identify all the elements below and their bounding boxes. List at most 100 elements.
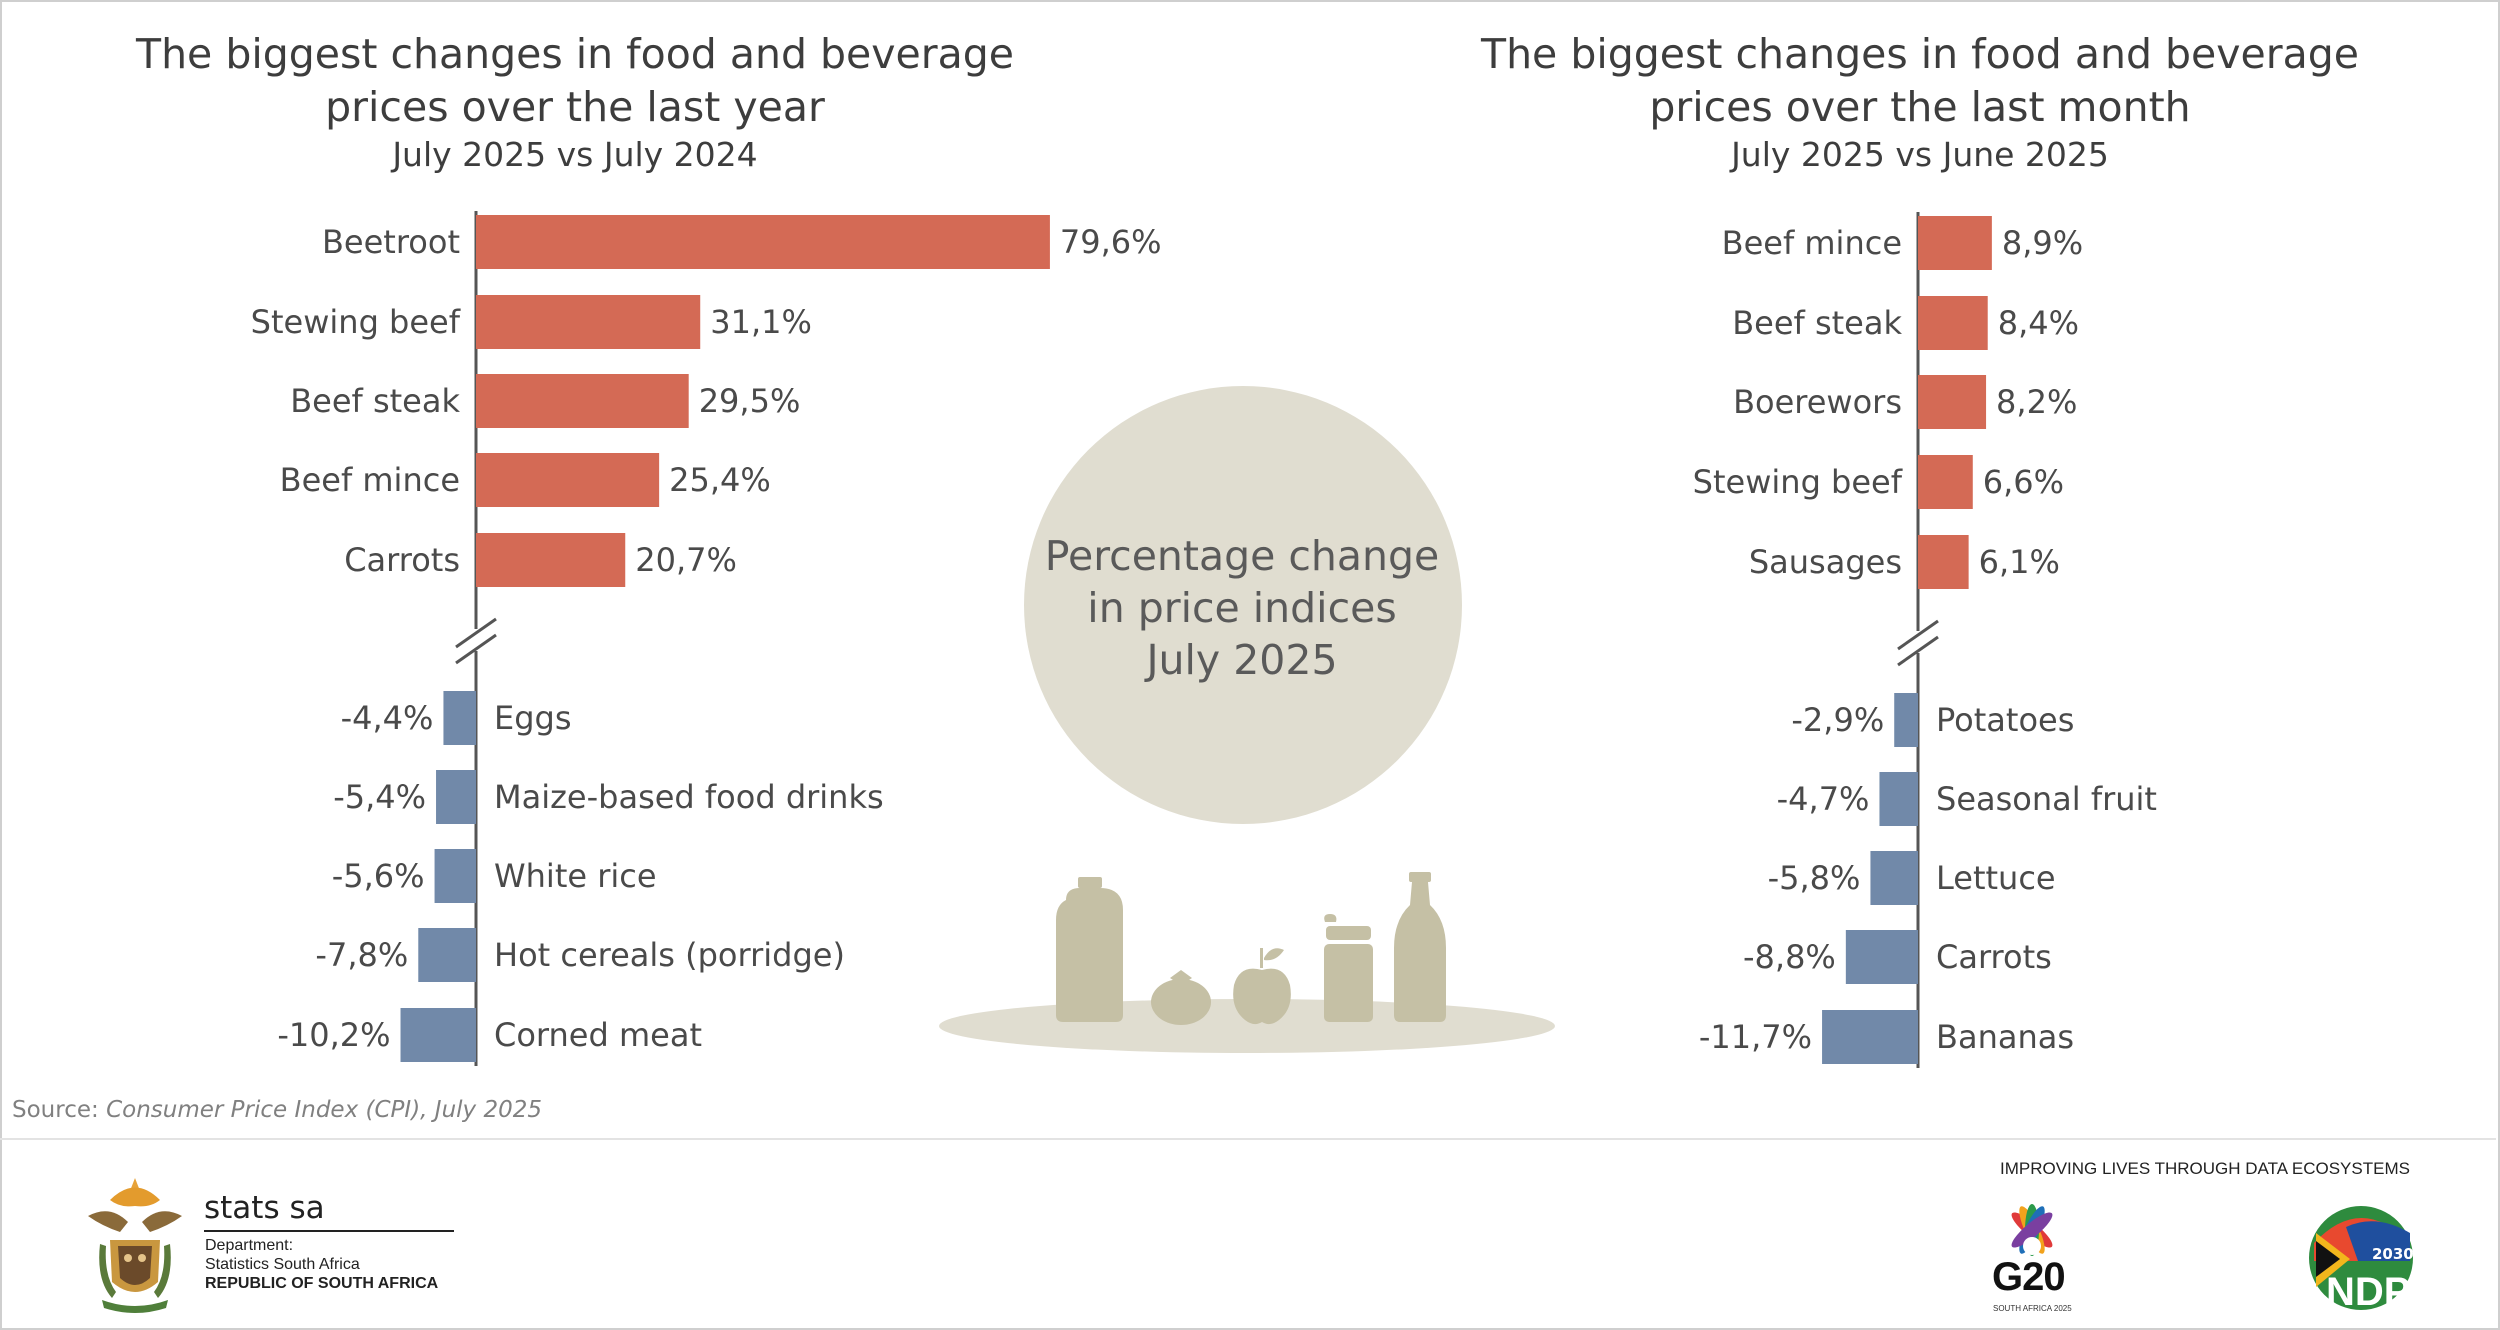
left-chart-value-label: 79,6%: [1060, 223, 1162, 261]
apple-icon: [1233, 948, 1291, 1025]
jar-icon: [1324, 914, 1373, 1022]
right-chart-category-label: Potatoes: [1936, 701, 2074, 739]
right-chart-value-label: -2,9%: [1791, 701, 1884, 739]
g20-logo-subtext: SOUTH AFRICA 2025: [1993, 1304, 2072, 1313]
dept-line2: Statistics South Africa: [205, 1256, 360, 1273]
right-chart-value-label: 6,6%: [1983, 463, 2064, 501]
center-illustration: [939, 386, 1555, 1053]
center-caption-line2: in price indices: [1087, 584, 1397, 632]
right-chart-bar: [1879, 772, 1918, 826]
left-chart-axis-break-mark: [455, 633, 497, 665]
left-chart-value-label: -7,8%: [315, 936, 408, 974]
source-label: Source:: [12, 1097, 107, 1123]
left-chart-category-label: Beetroot: [322, 223, 460, 261]
left-chart-title: The biggest changes in food and beverage…: [80, 28, 1070, 134]
department-block: Department: Statistics South Africa REPU…: [205, 1236, 438, 1293]
left-chart-bar: [400, 1008, 476, 1062]
right-chart-value-label: 8,4%: [1998, 304, 2079, 342]
center-caption-line1: Percentage change: [1044, 532, 1440, 580]
right-chart-bar: [1870, 851, 1918, 905]
dept-line1: Department:: [205, 1237, 294, 1254]
brand-underline: [204, 1230, 454, 1232]
right-chart-axis-break-mark: [1897, 619, 1939, 651]
left-chart-subtitle: July 2025 vs July 2024: [392, 135, 758, 174]
left-chart-value-label: 31,1%: [710, 303, 812, 341]
right-chart-title: The biggest changes in food and beverage…: [1425, 28, 2415, 134]
right-chart-bar: [1918, 216, 1992, 270]
center-circle: [1024, 386, 1462, 824]
left-chart-category-label: White rice: [494, 857, 657, 895]
left-chart-value-label: -10,2%: [277, 1016, 390, 1054]
right-title-line1: The biggest changes in food and beverage: [1481, 30, 2359, 78]
left-chart-bar: [418, 928, 476, 982]
center-caption-line3: July 2025: [1146, 636, 1338, 684]
right-chart-value-label: -8,8%: [1743, 938, 1836, 976]
source-note: Source: Consumer Price Index (CPI), July…: [12, 1097, 542, 1123]
left-title-line1: The biggest changes in food and beverage: [136, 30, 1014, 78]
left-chart-category-label: Carrots: [344, 541, 460, 579]
left-chart-bar: [434, 849, 476, 903]
right-chart-subtitle: July 2025 vs June 2025: [1731, 135, 2109, 174]
left-chart-value-label: 29,5%: [699, 382, 801, 420]
left-chart-category-label: Beef mince: [280, 461, 460, 499]
right-chart-bar: [1918, 296, 1988, 350]
right-chart-bar: [1918, 375, 1987, 429]
left-chart-value-label: -4,4%: [341, 699, 434, 737]
left-chart-bar: [476, 295, 701, 349]
right-chart-axis-break-mark: [1897, 635, 1939, 667]
left-chart-category-label: Corned meat: [494, 1016, 702, 1054]
g20-flower-logo: [2011, 1204, 2053, 1256]
right-title-line2: prices over the last month: [1649, 83, 2191, 131]
dept-line3: REPUBLIC OF SOUTH AFRICA: [205, 1275, 439, 1292]
right-chart-value-label: -11,7%: [1699, 1018, 1812, 1056]
right-chart-category-label: Beef steak: [1732, 304, 1902, 342]
left-chart-bar: [476, 374, 689, 428]
ndp-text: NDP: [2326, 1270, 2410, 1313]
footer-tagline: IMPROVING LIVES THROUGH DATA ECOSYSTEMS: [2000, 1159, 2410, 1178]
coat-of-arms-logo: [88, 1178, 182, 1313]
right-chart-value-label: 8,2%: [1996, 383, 2077, 421]
right-chart-bar: [1845, 930, 1918, 984]
left-chart-category-label: Maize-based food drinks: [494, 778, 884, 816]
stats-sa-brand: stats sa: [204, 1190, 325, 1226]
right-chart-value-label: 8,9%: [2002, 224, 2083, 262]
right-chart-category-label: Lettuce: [1936, 859, 2056, 897]
left-chart-bar: [443, 691, 476, 745]
right-chart-bar: [1918, 455, 1973, 509]
right-chart-category-label: Sausages: [1749, 543, 1902, 581]
source-text: Consumer Price Index (CPI), July 2025: [106, 1097, 542, 1123]
right-chart-category-label: Stewing beef: [1693, 463, 1903, 501]
right-chart-value-label: -4,7%: [1777, 780, 1870, 818]
right-chart-value-label: -5,8%: [1768, 859, 1861, 897]
left-chart-bar: [476, 453, 660, 507]
left-bar-chart: Beetroot 79,6% Stewing beef 31,1% Beef steak…: [251, 211, 1162, 1066]
left-chart-bar: [476, 533, 626, 587]
g20-logo-text: G20: [1992, 1255, 2066, 1299]
left-chart-value-label: 25,4%: [669, 461, 771, 499]
right-chart-category-label: Carrots: [1936, 938, 2052, 976]
right-chart-category-label: Bananas: [1936, 1018, 2074, 1056]
left-chart-category-label: Eggs: [494, 699, 572, 737]
ndp-2030-logo: 2030 NDP: [2309, 1206, 2414, 1313]
bottle-icon: [1394, 872, 1446, 1022]
right-chart-bar: [1894, 693, 1918, 747]
left-chart-category-label: Hot cereals (porridge): [494, 936, 845, 974]
left-chart-axis-break-mark: [455, 617, 497, 649]
left-chart-value-label: 20,7%: [635, 541, 737, 579]
footer-divider: [0, 1138, 2496, 1140]
right-chart-category-label: Beef mince: [1722, 224, 1902, 262]
right-chart-category-label: Seasonal fruit: [1936, 780, 2157, 818]
left-chart-value-label: -5,6%: [332, 857, 425, 895]
right-chart-bar: [1918, 535, 1969, 589]
right-chart-category-label: Boerewors: [1733, 383, 1902, 421]
right-bar-chart: Beef mince 8,9% Beef steak 8,4% Boerewors 8,2…: [1693, 212, 2157, 1068]
left-chart-category-label: Beef steak: [290, 382, 460, 420]
bar-charts: Beetroot 79,6% Stewing beef 31,1% Beef steak…: [251, 211, 2157, 1068]
ndp-year: 2030: [2372, 1245, 2414, 1263]
right-chart-value-label: 6,1%: [1979, 543, 2060, 581]
left-chart-value-label: -5,4%: [333, 778, 426, 816]
left-chart-category-label: Stewing beef: [251, 303, 461, 341]
tomato-icon: [1151, 970, 1211, 1025]
left-chart-bar: [436, 770, 476, 824]
